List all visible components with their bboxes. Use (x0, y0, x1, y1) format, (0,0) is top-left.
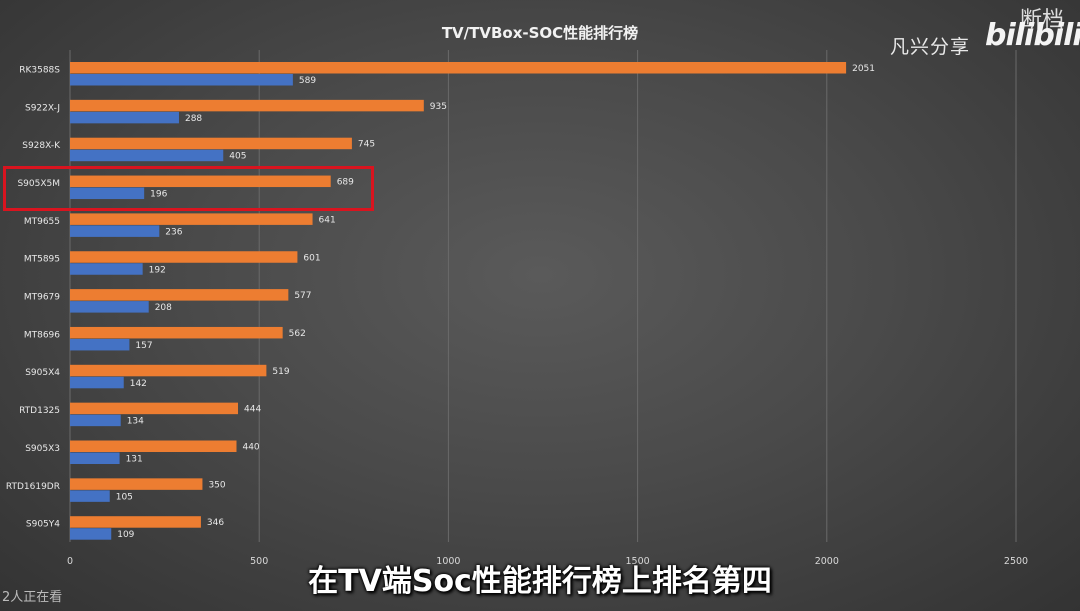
bar-value-label: 641 (319, 215, 336, 225)
bar-value-label: 109 (117, 530, 134, 540)
bar (70, 338, 130, 351)
bar-value-label: 346 (207, 518, 224, 528)
bar (70, 440, 237, 452)
bar-value-label: 288 (185, 114, 202, 124)
viewer-count: 2人正在看 (2, 590, 63, 605)
bar-value-label: 236 (165, 227, 182, 237)
bar (70, 452, 120, 464)
bar (70, 289, 289, 301)
bar (70, 376, 124, 389)
bar (70, 402, 239, 415)
bar (70, 225, 160, 237)
category-label: RK3588S (19, 65, 60, 75)
bar-value-label: 562 (289, 329, 306, 339)
x-tick-label: 500 (250, 556, 268, 567)
x-tick-label: 1500 (626, 556, 650, 567)
category-label: MT8696 (24, 330, 60, 340)
bar-value-label: 519 (272, 367, 289, 377)
bar (70, 263, 143, 275)
bar-value-label: 444 (244, 405, 261, 415)
bar-value-label: 577 (294, 291, 311, 301)
bar (70, 516, 201, 528)
bar-value-label: 157 (135, 341, 152, 351)
bar (70, 301, 149, 313)
x-tick-label: 2500 (1004, 556, 1028, 567)
bar-value-label: 105 (116, 492, 133, 502)
bar (70, 213, 313, 225)
category-label: S905X4 (25, 368, 60, 378)
category-label: RTD1619DR (6, 482, 60, 492)
bar-value-label: 192 (149, 265, 166, 275)
category-label: MT9655 (24, 217, 60, 227)
x-tick-label: 2000 (815, 556, 839, 567)
bar (70, 99, 424, 112)
category-label: S905X5M (17, 179, 60, 189)
category-label: S905X3 (25, 444, 60, 454)
highlight-box (3, 166, 374, 211)
bar (70, 187, 145, 200)
bar-value-label: 745 (358, 140, 375, 150)
bar (70, 414, 121, 427)
bar-value-label: 601 (303, 253, 320, 263)
bar (70, 251, 298, 263)
x-tick-label: 1000 (436, 556, 460, 567)
category-label: S928X-K (22, 141, 61, 151)
bar-value-label: 131 (126, 455, 143, 465)
category-label: RTD1325 (19, 406, 60, 416)
bar (70, 149, 224, 162)
bar-value-label: 350 (208, 480, 225, 490)
bar (70, 528, 112, 540)
channel-watermark: 凡兴分享 (890, 36, 971, 58)
video-subtitle: 在TV端Soc性能排行榜上排名第四 (308, 564, 772, 599)
bar (70, 490, 110, 502)
bar (70, 74, 293, 86)
bar-value-label: 440 (242, 443, 259, 453)
bar-value-label: 689 (337, 178, 354, 188)
category-label: S905Y4 (26, 520, 60, 530)
bar (70, 62, 847, 74)
x-tick-label: 0 (67, 556, 73, 567)
corner-tag: 断档 (1020, 8, 1065, 33)
chart-title: TV/TVBox-SOC性能排行榜 (441, 24, 639, 42)
bar (70, 478, 203, 490)
bar (70, 137, 352, 150)
bar (70, 111, 179, 124)
bar (70, 326, 283, 339)
bar-value-label: 142 (130, 379, 147, 389)
bar-value-label: 935 (430, 102, 447, 112)
bar-value-label: 2051 (852, 64, 875, 74)
category-label: MT5895 (24, 255, 60, 265)
bar-value-label: 208 (155, 303, 172, 313)
bar-value-label: 196 (150, 190, 167, 200)
bar-value-label: 589 (299, 76, 316, 86)
bar (70, 364, 267, 377)
category-label: MT9679 (24, 293, 60, 303)
category-label: S922X-J (25, 103, 60, 113)
bar-value-label: 134 (127, 417, 144, 427)
bar-value-label: 405 (229, 152, 246, 162)
bar (70, 175, 331, 188)
bilibili-logo: bilibili (985, 18, 1080, 53)
